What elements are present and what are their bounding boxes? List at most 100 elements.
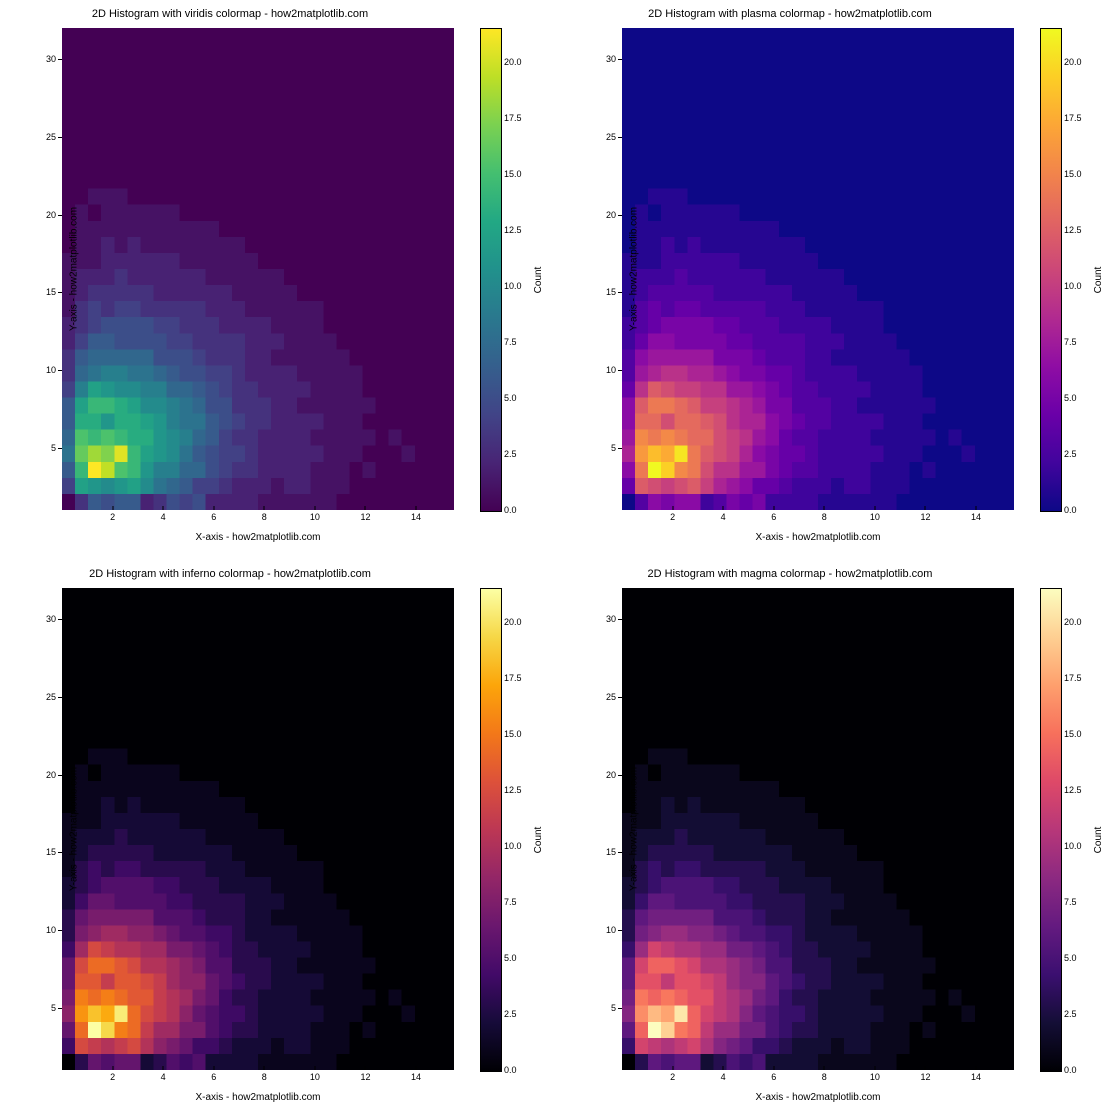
panel-viridis: 2D Histogram with viridis colormap - how… bbox=[0, 0, 560, 560]
x-tick-label: 14 bbox=[411, 512, 421, 522]
x-tick-label: 2 bbox=[670, 1072, 675, 1082]
colorbar-tick-label: 10.0 bbox=[1064, 281, 1082, 291]
colorbar-tick-label: 0.0 bbox=[1064, 505, 1077, 515]
y-tick-label: 20 bbox=[46, 770, 56, 780]
x-tick-label: 6 bbox=[771, 512, 776, 522]
x-tick-label: 4 bbox=[161, 512, 166, 522]
y-tick-label: 15 bbox=[46, 287, 56, 297]
colorbar-ticks: 0.02.55.07.510.012.515.017.520.0 bbox=[1064, 588, 1092, 1070]
heatmap-canvas bbox=[62, 28, 454, 510]
y-tick-label: 30 bbox=[606, 54, 616, 64]
colorbar-tick-label: 17.5 bbox=[1064, 673, 1082, 683]
colorbar-label: Count bbox=[1093, 827, 1104, 854]
colorbar-label: Count bbox=[533, 827, 544, 854]
x-tick-label: 4 bbox=[721, 1072, 726, 1082]
colorbar-tick-label: 2.5 bbox=[504, 449, 517, 459]
plot-area bbox=[62, 28, 454, 510]
y-tick-label: 20 bbox=[606, 210, 616, 220]
colorbar-tick-label: 10.0 bbox=[1064, 841, 1082, 851]
y-axis-label: Y-axis - how2matplotlib.com bbox=[629, 767, 640, 891]
subplot-grid: 2D Histogram with viridis colormap - how… bbox=[0, 0, 1120, 1120]
y-tick-label: 25 bbox=[46, 132, 56, 142]
panel-plasma: 2D Histogram with plasma colormap - how2… bbox=[560, 0, 1120, 560]
x-tick-label: 2 bbox=[670, 512, 675, 522]
colorbar-tick-label: 12.5 bbox=[504, 225, 522, 235]
x-axis: X-axis - how2matplotlib.com 2468101214 bbox=[62, 510, 454, 550]
title: 2D Histogram with inferno colormap - how… bbox=[0, 568, 460, 580]
x-tick-label: 12 bbox=[920, 1072, 930, 1082]
colorbar bbox=[480, 28, 502, 512]
y-tick-label: 15 bbox=[606, 287, 616, 297]
y-tick-label: 5 bbox=[51, 1003, 56, 1013]
colorbar-tick-label: 17.5 bbox=[504, 113, 522, 123]
colorbar-ticks: 0.02.55.07.510.012.515.017.520.0 bbox=[504, 28, 532, 510]
x-axis-label: X-axis - how2matplotlib.com bbox=[62, 532, 454, 543]
x-tick-label: 4 bbox=[721, 512, 726, 522]
colorbar-ticks: 0.02.55.07.510.012.515.017.520.0 bbox=[504, 588, 532, 1070]
plot-area bbox=[622, 588, 1014, 1070]
y-tick-label: 10 bbox=[606, 925, 616, 935]
x-tick-label: 8 bbox=[262, 1072, 267, 1082]
colorbar-tick-label: 2.5 bbox=[1064, 1009, 1077, 1019]
y-tick-label: 25 bbox=[46, 692, 56, 702]
y-tick-label: 10 bbox=[46, 925, 56, 935]
colorbar-tick-label: 0.0 bbox=[504, 1065, 517, 1075]
colorbar-tick-label: 15.0 bbox=[1064, 729, 1082, 739]
x-tick-label: 14 bbox=[411, 1072, 421, 1082]
y-tick-label: 15 bbox=[46, 847, 56, 857]
colorbar-tick-label: 12.5 bbox=[1064, 225, 1082, 235]
colorbar-tick-label: 2.5 bbox=[1064, 449, 1077, 459]
x-axis: X-axis - how2matplotlib.com 2468101214 bbox=[622, 510, 1014, 550]
x-axis-label: X-axis - how2matplotlib.com bbox=[622, 1092, 1014, 1103]
colorbar-tick-label: 15.0 bbox=[1064, 169, 1082, 179]
colorbar-tick-label: 7.5 bbox=[1064, 897, 1077, 907]
x-tick-label: 6 bbox=[211, 512, 216, 522]
x-tick-label: 12 bbox=[360, 512, 370, 522]
colorbar-label: Count bbox=[533, 267, 544, 294]
panel-magma: 2D Histogram with magma colormap - how2m… bbox=[560, 560, 1120, 1120]
y-axis-label: Y-axis - how2matplotlib.com bbox=[629, 207, 640, 331]
y-axis: Y-axis - how2matplotlib.com 51015202530 bbox=[18, 588, 62, 1070]
y-tick-label: 20 bbox=[606, 770, 616, 780]
x-tick-label: 6 bbox=[211, 1072, 216, 1082]
colorbar-tick-label: 5.0 bbox=[1064, 953, 1077, 963]
colorbar-tick-label: 15.0 bbox=[504, 169, 522, 179]
x-axis: X-axis - how2matplotlib.com 2468101214 bbox=[622, 1070, 1014, 1110]
title: 2D Histogram with viridis colormap - how… bbox=[0, 8, 460, 20]
colorbar-tick-label: 7.5 bbox=[504, 897, 517, 907]
x-tick-label: 10 bbox=[870, 1072, 880, 1082]
y-tick-label: 30 bbox=[46, 54, 56, 64]
colorbar-tick-label: 20.0 bbox=[1064, 57, 1082, 67]
colorbar-tick-label: 12.5 bbox=[1064, 785, 1082, 795]
y-tick-label: 5 bbox=[611, 443, 616, 453]
colorbar-tick-label: 20.0 bbox=[1064, 617, 1082, 627]
panel-inferno: 2D Histogram with inferno colormap - how… bbox=[0, 560, 560, 1120]
x-tick-label: 14 bbox=[971, 512, 981, 522]
x-tick-label: 10 bbox=[870, 512, 880, 522]
y-axis-label: Y-axis - how2matplotlib.com bbox=[69, 207, 80, 331]
colorbar-tick-label: 7.5 bbox=[504, 337, 517, 347]
x-axis-label: X-axis - how2matplotlib.com bbox=[622, 532, 1014, 543]
title: 2D Histogram with plasma colormap - how2… bbox=[560, 8, 1020, 20]
x-tick-label: 2 bbox=[110, 512, 115, 522]
colorbar-tick-label: 10.0 bbox=[504, 281, 522, 291]
x-tick-label: 6 bbox=[771, 1072, 776, 1082]
x-tick-label: 10 bbox=[310, 512, 320, 522]
colorbar-tick-label: 10.0 bbox=[504, 841, 522, 851]
heatmap-canvas bbox=[62, 588, 454, 1070]
heatmap-canvas bbox=[622, 588, 1014, 1070]
y-tick-label: 25 bbox=[606, 692, 616, 702]
x-tick-label: 12 bbox=[920, 512, 930, 522]
x-tick-label: 2 bbox=[110, 1072, 115, 1082]
colorbar-tick-label: 0.0 bbox=[1064, 1065, 1077, 1075]
y-tick-label: 10 bbox=[46, 365, 56, 375]
x-tick-label: 8 bbox=[822, 1072, 827, 1082]
colorbar-tick-label: 0.0 bbox=[504, 505, 517, 515]
colorbar-tick-label: 5.0 bbox=[1064, 393, 1077, 403]
colorbar-tick-label: 7.5 bbox=[1064, 337, 1077, 347]
colorbar-tick-label: 20.0 bbox=[504, 617, 522, 627]
colorbar-tick-label: 5.0 bbox=[504, 953, 517, 963]
title: 2D Histogram with magma colormap - how2m… bbox=[560, 568, 1020, 580]
y-tick-label: 30 bbox=[46, 614, 56, 624]
x-tick-label: 4 bbox=[161, 1072, 166, 1082]
